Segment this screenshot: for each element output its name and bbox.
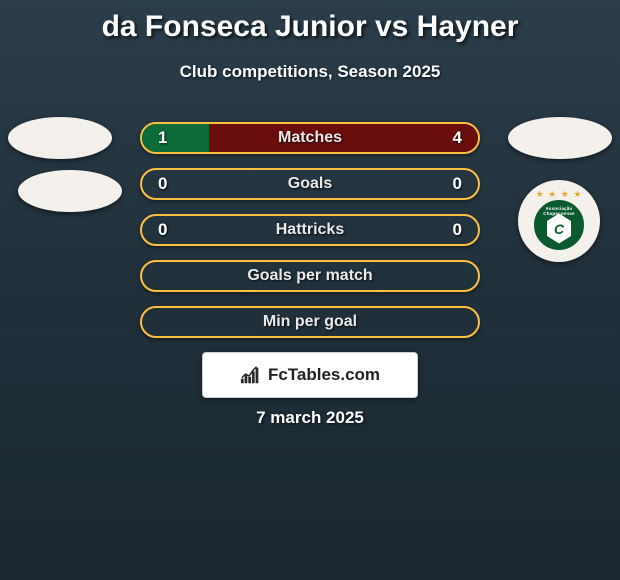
stat-label: Hattricks [142,216,478,244]
date-label: 7 march 2025 [0,408,620,428]
player1-club-avatar [18,170,122,212]
stat-row: 14Matches [140,122,480,154]
watermark: FcTables.com [202,352,418,398]
badge-stars-icon: ★ ★ ★ ★ [536,189,583,200]
stat-row: Goals per match [140,260,480,292]
comparison-infographic: da Fonseca Junior vs Hayner Club competi… [0,0,620,580]
stat-label: Goals per match [142,262,478,290]
page-subtitle: Club competitions, Season 2025 [0,62,620,82]
stat-label: Matches [142,124,478,152]
stat-rows: 14Matches 00Goals 00Hattricks Goals per mat… [140,122,480,352]
stat-label: Goals [142,170,478,198]
player1-avatar [8,117,112,159]
bar-chart-icon [240,365,262,385]
watermark-text: FcTables.com [268,365,380,385]
stat-row: 00Hattricks [140,214,480,246]
player2-club-badge: ★ ★ ★ ★ Associação Chapecoense C [518,180,600,262]
player2-avatar [508,117,612,159]
page-title: da Fonseca Junior vs Hayner [0,10,620,44]
badge-crest: Associação Chapecoense C [534,200,584,250]
badge-letter: C [554,221,564,237]
stat-row: Min per goal [140,306,480,338]
stat-label: Min per goal [142,308,478,336]
stat-row: 00Goals [140,168,480,200]
